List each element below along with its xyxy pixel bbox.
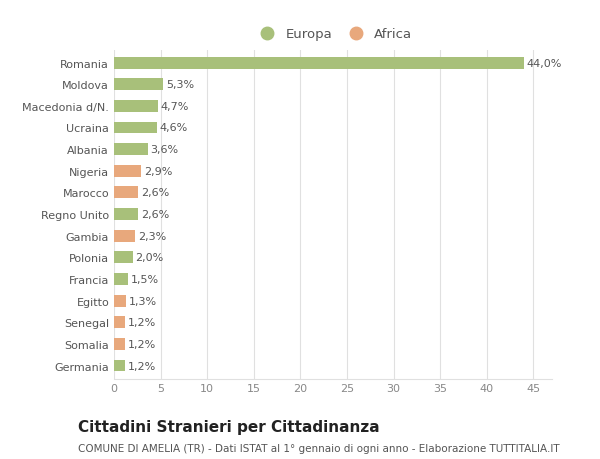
Text: 3,6%: 3,6% (151, 145, 178, 155)
Bar (114, 165, 141, 177)
Text: 44,0%: 44,0% (527, 58, 562, 68)
Bar (114, 338, 125, 350)
Bar (114, 317, 125, 329)
Text: 2,0%: 2,0% (136, 253, 164, 263)
Text: 5,3%: 5,3% (166, 80, 194, 90)
Text: 1,2%: 1,2% (128, 339, 156, 349)
Bar (114, 274, 128, 285)
Bar (114, 209, 138, 220)
Bar (114, 122, 157, 134)
Text: 1,5%: 1,5% (131, 274, 159, 284)
Text: 1,2%: 1,2% (128, 318, 156, 328)
Bar (114, 295, 126, 307)
Text: Cittadini Stranieri per Cittadinanza: Cittadini Stranieri per Cittadinanza (78, 419, 380, 434)
Text: 4,7%: 4,7% (161, 101, 189, 112)
Bar (114, 360, 125, 372)
Bar (114, 230, 136, 242)
Text: 2,6%: 2,6% (141, 210, 169, 219)
Text: 1,3%: 1,3% (129, 296, 157, 306)
Text: 4,6%: 4,6% (160, 123, 188, 133)
Legend: Europa, Africa: Europa, Africa (250, 24, 416, 45)
Text: 2,6%: 2,6% (141, 188, 169, 198)
Bar (114, 79, 163, 91)
Bar (114, 57, 524, 69)
Text: COMUNE DI AMELIA (TR) - Dati ISTAT al 1° gennaio di ogni anno - Elaborazione TUT: COMUNE DI AMELIA (TR) - Dati ISTAT al 1°… (78, 443, 560, 453)
Text: 2,3%: 2,3% (138, 231, 166, 241)
Bar (114, 187, 138, 199)
Bar (114, 101, 158, 112)
Bar (114, 252, 133, 264)
Text: 2,9%: 2,9% (144, 167, 172, 176)
Bar (114, 144, 148, 156)
Text: 1,2%: 1,2% (128, 361, 156, 371)
